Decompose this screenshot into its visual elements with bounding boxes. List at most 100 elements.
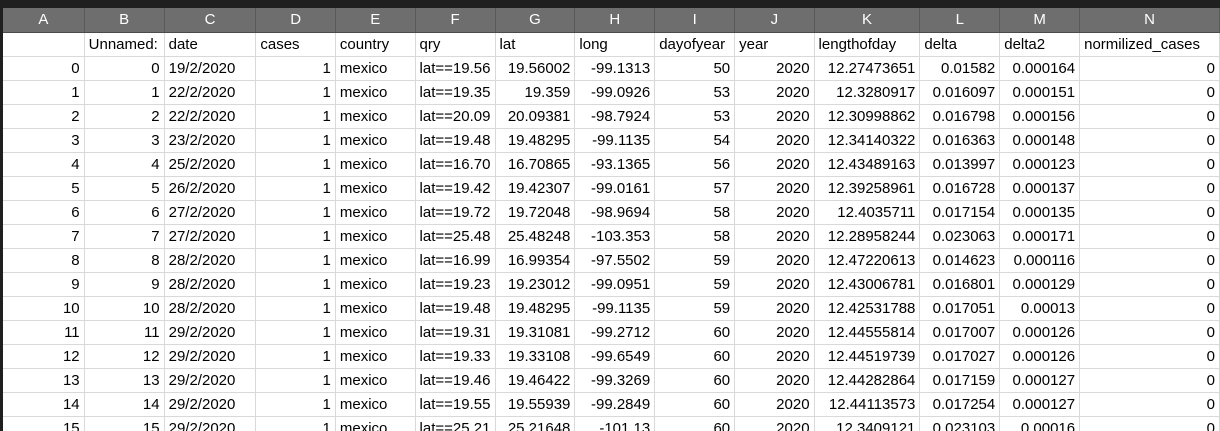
table-cell[interactable]: 19.46422 (495, 368, 576, 393)
table-cell[interactable]: 19.31081 (495, 320, 576, 345)
table-cell[interactable]: 9 (84, 272, 165, 297)
table-cell[interactable]: 1 (3, 80, 85, 105)
table-cell[interactable]: 1 (255, 56, 336, 81)
table-cell[interactable]: lat==16.99 (415, 248, 496, 273)
column-header-m[interactable]: M (999, 8, 1081, 33)
table-cell[interactable]: 0 (84, 56, 165, 81)
table-cell[interactable]: -99.1135 (574, 128, 656, 153)
header-cell[interactable]: delta (919, 32, 1001, 57)
table-cell[interactable]: 27/2/2020 (164, 224, 257, 249)
table-cell[interactable]: 0.000126 (999, 320, 1081, 345)
table-cell[interactable]: lat==25.21 (415, 416, 496, 431)
table-cell[interactable]: 7 (3, 224, 85, 249)
table-cell[interactable]: 12.3409121 (814, 416, 921, 431)
table-cell[interactable]: 2020 (734, 152, 815, 177)
table-cell[interactable]: 29/2/2020 (164, 368, 257, 393)
table-cell[interactable]: 0.000171 (999, 224, 1081, 249)
column-header-h[interactable]: H (574, 8, 656, 33)
table-cell[interactable]: 0 (1079, 200, 1220, 225)
table-cell[interactable]: 20.09381 (495, 104, 576, 129)
table-cell[interactable]: 0.016801 (919, 272, 1001, 297)
table-cell[interactable]: 25.48248 (495, 224, 576, 249)
table-cell[interactable]: 0.017027 (919, 344, 1001, 369)
table-cell[interactable]: 2020 (734, 80, 815, 105)
table-cell[interactable]: 0 (1079, 416, 1220, 431)
table-cell[interactable]: -98.7924 (574, 104, 656, 129)
table-cell[interactable]: mexico (335, 128, 416, 153)
table-cell[interactable]: mexico (335, 80, 416, 105)
table-cell[interactable]: 60 (654, 344, 736, 369)
table-cell[interactable]: 19.23012 (495, 272, 576, 297)
table-cell[interactable]: 1 (255, 320, 336, 345)
table-cell[interactable]: 1 (255, 344, 336, 369)
header-cell[interactable]: long (574, 32, 656, 57)
table-cell[interactable]: 2 (84, 104, 165, 129)
column-header-f[interactable]: F (415, 8, 496, 33)
table-cell[interactable]: 0.01582 (919, 56, 1001, 81)
table-cell[interactable]: 1 (255, 248, 336, 273)
table-cell[interactable]: lat==25.48 (415, 224, 496, 249)
table-cell[interactable]: 0 (3, 56, 85, 81)
table-cell[interactable]: 2020 (734, 296, 815, 321)
table-cell[interactable]: 0 (1079, 392, 1220, 417)
table-cell[interactable]: 0.000127 (999, 392, 1081, 417)
table-cell[interactable]: -99.2712 (574, 320, 656, 345)
table-cell[interactable]: lat==19.23 (415, 272, 496, 297)
table-cell[interactable]: 0.017159 (919, 368, 1001, 393)
table-cell[interactable]: mexico (335, 248, 416, 273)
table-cell[interactable]: 1 (255, 224, 336, 249)
table-cell[interactable]: 60 (654, 416, 736, 431)
table-cell[interactable]: 19.359 (495, 80, 576, 105)
table-cell[interactable]: 10 (3, 296, 85, 321)
table-cell[interactable]: mexico (335, 392, 416, 417)
table-cell[interactable]: lat==16.70 (415, 152, 496, 177)
table-cell[interactable]: mexico (335, 320, 416, 345)
table-cell[interactable]: -99.1135 (574, 296, 656, 321)
table-cell[interactable]: 0.000127 (999, 368, 1081, 393)
table-cell[interactable]: 11 (84, 320, 165, 345)
table-cell[interactable]: 14 (3, 392, 85, 417)
table-cell[interactable]: 8 (84, 248, 165, 273)
table-cell[interactable]: 1 (255, 152, 336, 177)
table-cell[interactable]: 56 (654, 152, 736, 177)
table-cell[interactable]: mexico (335, 296, 416, 321)
header-cell[interactable]: normilized_cases (1079, 32, 1220, 57)
table-cell[interactable]: 2020 (734, 224, 815, 249)
column-header-d[interactable]: D (255, 8, 336, 33)
table-cell[interactable]: 0.016728 (919, 176, 1001, 201)
table-cell[interactable]: 0.000137 (999, 176, 1081, 201)
table-cell[interactable]: 19.56002 (495, 56, 576, 81)
table-cell[interactable]: 1 (84, 80, 165, 105)
table-cell[interactable]: mexico (335, 224, 416, 249)
table-cell[interactable]: mexico (335, 152, 416, 177)
table-cell[interactable]: 12.43489163 (814, 152, 921, 177)
table-cell[interactable]: -98.9694 (574, 200, 656, 225)
column-header-g[interactable]: G (495, 8, 576, 33)
table-cell[interactable]: 16.70865 (495, 152, 576, 177)
table-cell[interactable]: 9 (3, 272, 85, 297)
table-cell[interactable]: 23/2/2020 (164, 128, 257, 153)
column-header-j[interactable]: J (734, 8, 815, 33)
table-cell[interactable]: 6 (84, 200, 165, 225)
table-cell[interactable]: -99.3269 (574, 368, 656, 393)
table-cell[interactable]: 29/2/2020 (164, 416, 257, 431)
table-cell[interactable]: 0.016363 (919, 128, 1001, 153)
table-cell[interactable]: 59 (654, 296, 736, 321)
table-cell[interactable]: 58 (654, 200, 736, 225)
table-cell[interactable]: -99.2849 (574, 392, 656, 417)
table-cell[interactable]: 19.55939 (495, 392, 576, 417)
table-cell[interactable]: 2020 (734, 104, 815, 129)
table-cell[interactable]: 59 (654, 248, 736, 273)
table-cell[interactable]: 0.000135 (999, 200, 1081, 225)
table-cell[interactable]: lat==19.42 (415, 176, 496, 201)
table-cell[interactable]: 12 (3, 344, 85, 369)
header-cell[interactable]: lengthofday (814, 32, 921, 57)
table-cell[interactable]: 10 (84, 296, 165, 321)
table-cell[interactable]: 2020 (734, 320, 815, 345)
table-cell[interactable]: lat==19.56 (415, 56, 496, 81)
table-cell[interactable]: -93.1365 (574, 152, 656, 177)
table-cell[interactable]: 5 (84, 176, 165, 201)
table-cell[interactable]: 19/2/2020 (164, 56, 257, 81)
table-cell[interactable]: 13 (3, 368, 85, 393)
header-cell[interactable]: dayofyear (654, 32, 736, 57)
